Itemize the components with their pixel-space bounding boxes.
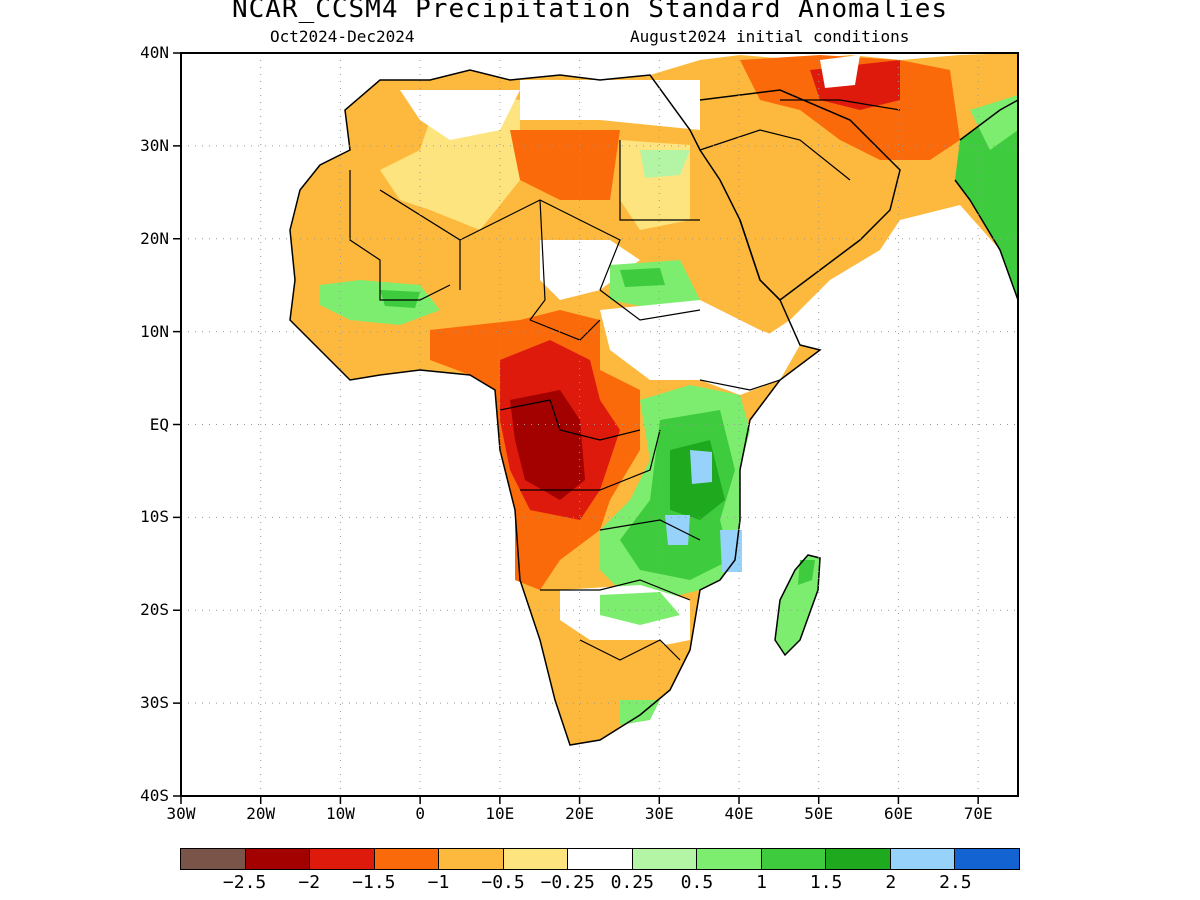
- lat-label: 40S: [140, 786, 169, 805]
- madagascar-outline: [774, 554, 821, 657]
- malawi-blue: [720, 530, 742, 572]
- zambia-blue: [665, 515, 690, 545]
- lon-label: 0: [415, 804, 425, 823]
- colorbar-label: −0.25: [540, 872, 595, 893]
- lat-label: 10S: [140, 507, 169, 527]
- forecast-period: Oct2024-Dec2024: [270, 27, 415, 46]
- lon-label: 20E: [565, 804, 595, 823]
- sahel-white: [540, 240, 640, 300]
- madagascar-core: [798, 560, 815, 585]
- caspian-white: [820, 55, 860, 88]
- map-canvas: [181, 53, 1018, 796]
- colorbar-swatch: [826, 849, 891, 869]
- med-white: [520, 80, 700, 130]
- lat-label: 40N: [140, 43, 169, 62]
- lon-label: 30E: [644, 804, 674, 823]
- colorbar-swatch: [245, 849, 311, 869]
- colorbar-swatch: [761, 849, 827, 869]
- colorbar-label: 0.25: [610, 872, 654, 893]
- colorbar-swatch: [503, 849, 569, 869]
- colorbar-label: −2.5: [222, 872, 267, 893]
- lat-label: 10N: [140, 321, 169, 341]
- maghreb-white: [400, 90, 520, 140]
- colorbar-label: 2: [885, 872, 897, 893]
- lon-label: 10E: [485, 804, 515, 823]
- lon-label: 70E: [963, 804, 993, 823]
- lat-label: 20S: [140, 600, 169, 620]
- axis-ticks: [173, 52, 979, 804]
- lon-label: 50E: [804, 804, 834, 823]
- lon-label: 40E: [724, 804, 754, 823]
- lon-label: 60E: [883, 804, 913, 823]
- arabia-outline: [699, 89, 901, 301]
- colorbar-swatch: [955, 849, 1019, 869]
- india-outline: [954, 99, 1018, 301]
- colorbar-label: −0.5: [481, 872, 525, 893]
- horn-white: [600, 300, 800, 395]
- sahel-wet-core: [620, 268, 665, 287]
- congo-darkred: [510, 390, 585, 500]
- colorbar-label: 1.5: [809, 872, 843, 893]
- india-lightgreen: [970, 95, 1018, 150]
- colorbar-label: 1: [756, 872, 767, 893]
- west-africa-wet: [320, 280, 440, 325]
- lon-label: 10W: [325, 804, 355, 823]
- colorbar-label: −2: [298, 872, 321, 893]
- colorbar-swatch: [568, 849, 633, 869]
- lon-label: 20W: [246, 804, 276, 823]
- southern-green-patch: [600, 592, 680, 625]
- lon-label: 30W: [166, 804, 196, 823]
- colorbar-swatch: [697, 849, 762, 869]
- coastline: [289, 69, 822, 746]
- lat-label: 30S: [140, 693, 169, 713]
- colorbar-swatch: [439, 849, 504, 869]
- gridlines: [181, 53, 1018, 796]
- ne-africa-orange-core: [510, 130, 620, 200]
- colorbar-swatch: [310, 849, 375, 869]
- lat-label: 30N: [140, 135, 169, 155]
- india-green: [955, 100, 1018, 300]
- initial-conditions: August2024 initial conditions: [630, 27, 910, 46]
- colorbar-swatch: [374, 849, 440, 869]
- west-africa-wet-core: [380, 290, 420, 308]
- colorbar-swatch: [890, 849, 956, 869]
- colorbar: [180, 848, 1020, 870]
- colorbar-swatch: [181, 849, 246, 869]
- tanzania-blue: [690, 450, 712, 484]
- south-africa-orange: [580, 640, 680, 700]
- lat-label: EQ: [149, 414, 169, 434]
- colorbar-label: −1: [427, 872, 450, 893]
- country-borders: [349, 99, 901, 661]
- lat-label: 20N: [140, 228, 169, 248]
- colorbar-swatch: [632, 849, 698, 869]
- map-title: NCAR_CCSM4 Precipitation Standard Anomal…: [231, 0, 949, 24]
- colorbar-label: 0.5: [680, 872, 714, 893]
- colorbar-label: −1.5: [352, 872, 396, 893]
- colorbar-label: 2.5: [939, 872, 972, 893]
- nile-green: [640, 150, 690, 178]
